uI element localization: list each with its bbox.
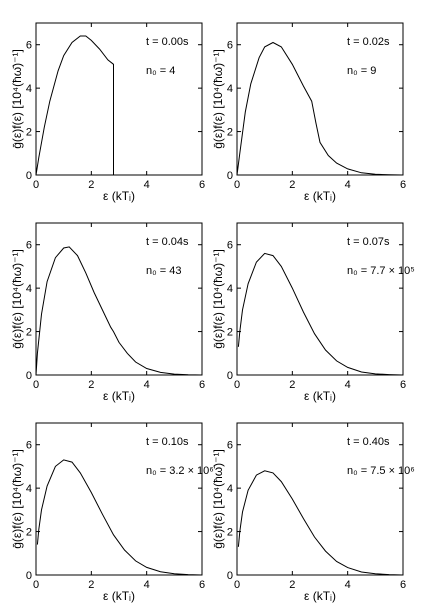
- panel-4-xtick-label-1: 2: [289, 379, 295, 391]
- panel-5-ylabel: ḡ(ε)f(ε) [10⁴(ħω̄)⁻¹]: [10, 449, 24, 549]
- panel-5-axes-frame: [35, 422, 203, 576]
- panel-3-annotation-n0: n₀ = 43: [146, 265, 181, 277]
- panel-6-ytick-label-2: 4: [227, 483, 233, 495]
- panel-3-ytick-label-2: 4: [26, 283, 32, 295]
- panel-1-ytick-label-1: 2: [26, 127, 32, 139]
- panel-2-annotation-n0: n₀ = 9: [347, 65, 376, 77]
- panel-2-xtick-label-2: 4: [345, 179, 351, 191]
- panel-5-ytick-label-1: 2: [26, 527, 32, 539]
- panel-1-axes-frame: [35, 22, 203, 176]
- panel-4-axes-frame: [236, 222, 404, 376]
- panel-6-xtick-label-2: 4: [345, 579, 351, 591]
- panel-3-axes-frame: [35, 222, 203, 376]
- panel-5-xtick-label-2: 4: [144, 579, 150, 591]
- panel-6-xlabel: ε (kTᵢ): [304, 589, 336, 603]
- panel-2-ytick-label-3: 6: [227, 40, 233, 52]
- panel-3-xtick-label-3: 6: [199, 379, 205, 391]
- panel-6-annotation-time: t = 0.40s: [347, 436, 390, 448]
- panel-5-xlabel: ε (kTᵢ): [103, 589, 135, 603]
- panel-4-xtick-label-3: 6: [400, 379, 406, 391]
- panel-3-xlabel: ε (kTᵢ): [103, 389, 135, 403]
- panel-3-series-line: [35, 246, 203, 376]
- panel-1-xtick-label-0: 0: [33, 179, 39, 191]
- panel-5-ytick-label-2: 4: [26, 483, 32, 495]
- panel-4-xlabel: ε (kTᵢ): [304, 389, 336, 403]
- panel-2-xtick-label-3: 6: [400, 179, 406, 191]
- panel-4-ytick-label-1: 2: [227, 327, 233, 339]
- panel-4-xtick-label-2: 4: [345, 379, 351, 391]
- panel-4-xtick-label-0: 0: [234, 379, 240, 391]
- panel-5-xtick-label-0: 0: [33, 579, 39, 591]
- panel-6-ytick-label-0: 0: [227, 570, 233, 582]
- panel-2-ytick-label-0: 0: [227, 170, 233, 182]
- panel-2-axes-frame: [236, 22, 404, 176]
- panel-5-xtick-label-3: 6: [199, 579, 205, 591]
- panel-2-xlabel: ε (kTᵢ): [304, 189, 336, 203]
- panel-1-xtick-label-3: 6: [199, 179, 205, 191]
- panel-2-annotation-time: t = 0.02s: [347, 36, 390, 48]
- panel-3-ytick-label-3: 6: [26, 240, 32, 252]
- panel-4-annotation-n0: n₀ = 7.7 × 10⁵: [347, 265, 415, 277]
- panel-6-series-line: [237, 470, 404, 576]
- panel-5-annotation-time: t = 0.10s: [146, 436, 189, 448]
- panel-4-ytick-label-3: 6: [227, 240, 233, 252]
- panel-1-ytick-label-3: 6: [26, 40, 32, 52]
- panel-3-ylabel: ḡ(ε)f(ε) [10⁴(ħω̄)⁻¹]: [10, 249, 24, 349]
- panel-1-xtick-label-2: 4: [144, 179, 150, 191]
- panel-4-ytick-label-0: 0: [227, 370, 233, 382]
- panel-1-xtick-label-1: 2: [88, 179, 94, 191]
- panel-4-ylabel: ḡ(ε)f(ε) [10⁴(ħω̄)⁻¹]: [211, 249, 225, 349]
- panel-2-ylabel: ḡ(ε)f(ε) [10⁴(ħω̄)⁻¹]: [211, 49, 225, 149]
- panel-6-xtick-label-0: 0: [234, 579, 240, 591]
- panel-3-xtick-label-2: 4: [144, 379, 150, 391]
- panel-3-ytick-label-0: 0: [26, 370, 32, 382]
- panel-1-annotation-time: t = 0.00s: [146, 36, 189, 48]
- panel-6-ytick-label-1: 2: [227, 527, 233, 539]
- panel-5-ytick-label-0: 0: [26, 570, 32, 582]
- panel-6-ytick-label-3: 6: [227, 440, 233, 452]
- panel-3-xtick-label-0: 0: [33, 379, 39, 391]
- panel-2-series-line: [236, 41, 404, 176]
- panel-6-xtick-label-1: 2: [289, 579, 295, 591]
- panel-4-annotation-time: t = 0.07s: [347, 236, 390, 248]
- panel-1-ytick-label-2: 4: [26, 83, 32, 95]
- panel-2-ytick-label-2: 4: [227, 83, 233, 95]
- panel-6-axes-frame: [236, 422, 404, 576]
- panel-5-series-line: [36, 459, 203, 576]
- panel-1-annotation-n0: n₀ = 4: [146, 65, 175, 77]
- panel-6-ylabel: ḡ(ε)f(ε) [10⁴(ħω̄)⁻¹]: [211, 449, 225, 549]
- panel-3-ytick-label-1: 2: [26, 327, 32, 339]
- panel-2-ytick-label-1: 2: [227, 127, 233, 139]
- panel-1-series-line: [35, 35, 114, 176]
- panel-3-xtick-label-1: 2: [88, 379, 94, 391]
- panel-4-ytick-label-2: 4: [227, 283, 233, 295]
- panel-5-ytick-label-3: 6: [26, 440, 32, 452]
- panel-5-xtick-label-1: 2: [88, 579, 94, 591]
- panel-2-xtick-label-0: 0: [234, 179, 240, 191]
- panel-1-ylabel: ḡ(ε)f(ε) [10⁴(ħω̄)⁻¹]: [10, 49, 24, 149]
- panel-2-xtick-label-1: 2: [289, 179, 295, 191]
- panel-1-xlabel: ε (kTᵢ): [103, 189, 135, 203]
- panel-6-annotation-n0: n₀ = 7.5 × 10⁶: [347, 465, 415, 477]
- panel-5-annotation-n0: n₀ = 3.2 × 10⁶: [146, 465, 214, 477]
- panel-3-annotation-time: t = 0.04s: [146, 236, 189, 248]
- panel-6-xtick-label-3: 6: [400, 579, 406, 591]
- panel-1-ytick-label-0: 0: [26, 170, 32, 182]
- panel-4-series-line: [237, 252, 404, 376]
